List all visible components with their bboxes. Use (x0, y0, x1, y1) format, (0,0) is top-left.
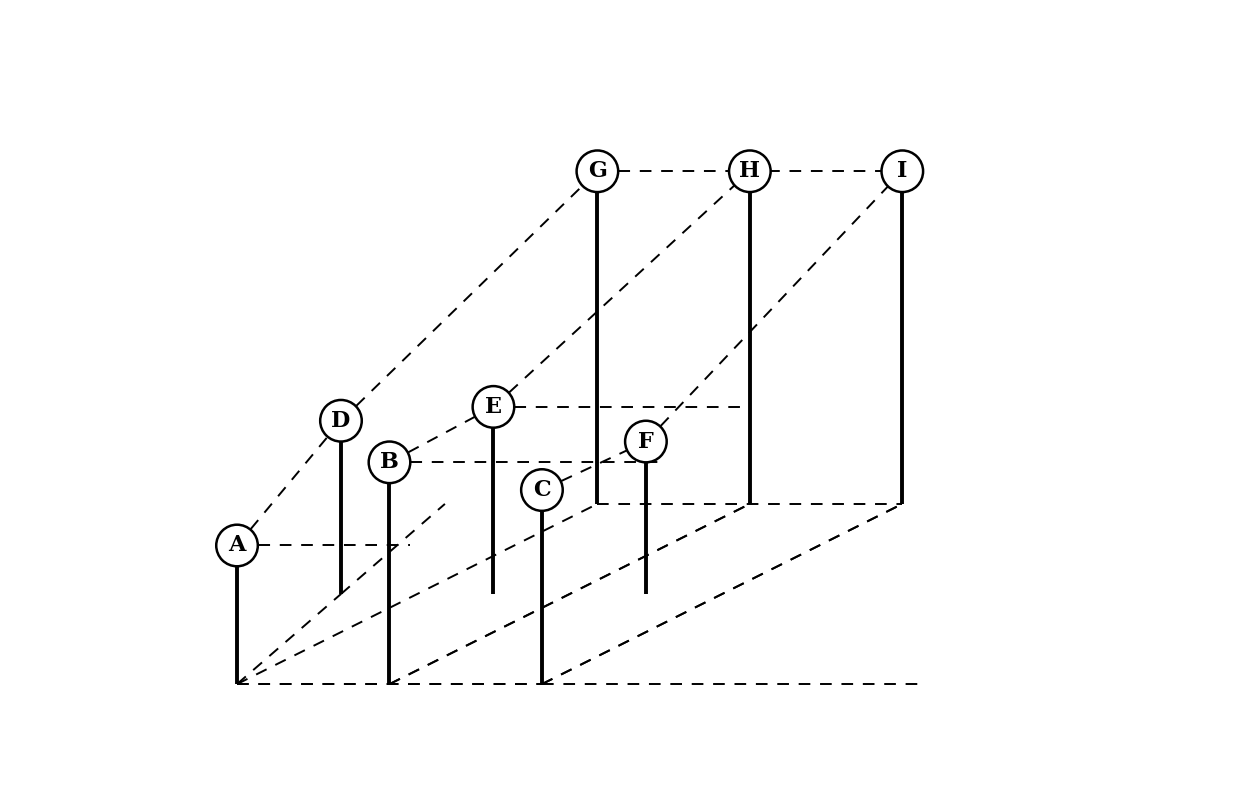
Text: G: G (588, 160, 606, 182)
Text: A: A (228, 535, 246, 557)
Text: I: I (897, 160, 908, 182)
Ellipse shape (216, 524, 258, 566)
Text: F: F (639, 431, 653, 452)
Ellipse shape (521, 469, 563, 511)
Ellipse shape (882, 150, 923, 192)
Text: B: B (379, 451, 399, 474)
Text: E: E (485, 396, 502, 418)
Ellipse shape (320, 400, 362, 442)
Ellipse shape (729, 150, 770, 192)
Ellipse shape (472, 386, 515, 428)
Text: C: C (533, 479, 551, 501)
Ellipse shape (577, 150, 619, 192)
Text: D: D (331, 409, 351, 432)
Ellipse shape (625, 421, 667, 463)
Text: H: H (739, 160, 760, 182)
Ellipse shape (368, 442, 410, 483)
